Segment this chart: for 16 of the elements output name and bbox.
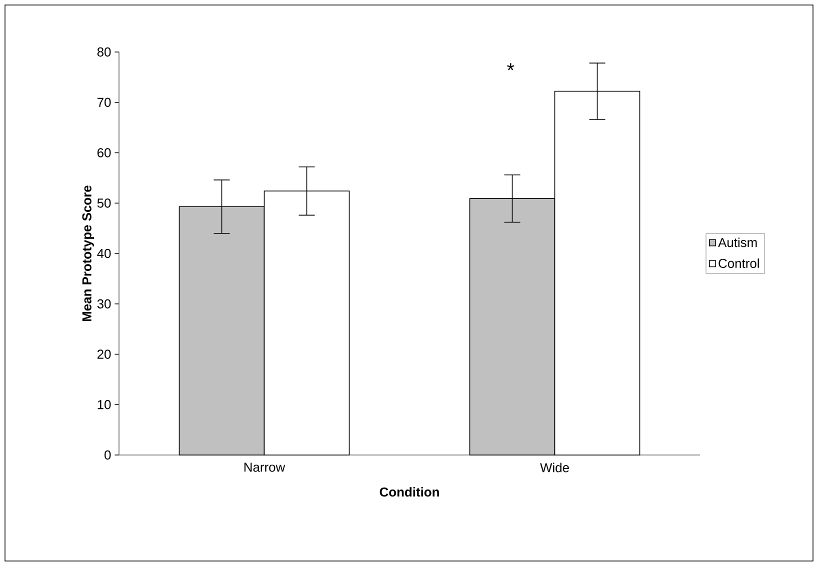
y-tick-label: 80 — [97, 47, 111, 57]
x-tick-label: Narrow — [244, 462, 286, 472]
y-tick-label: 50 — [97, 198, 111, 208]
y-axis-title: Mean Prototype Score — [82, 186, 94, 321]
x-axis-title: Condition — [380, 487, 439, 497]
legend-label: Autism — [718, 238, 757, 248]
y-tick-label: 10 — [98, 400, 111, 410]
y-tick-label: 60 — [97, 148, 111, 158]
annotation: * — [507, 63, 514, 70]
y-tick-label: 30 — [97, 299, 111, 308]
y-tick-label: 20 — [97, 350, 111, 359]
y-tick-label: 0 — [104, 450, 111, 460]
y-tick-label: 40 — [97, 248, 111, 258]
y-tick-label: 70 — [98, 98, 111, 107]
x-tick-label: Wide — [540, 462, 569, 472]
legend-label: Control — [718, 258, 759, 268]
